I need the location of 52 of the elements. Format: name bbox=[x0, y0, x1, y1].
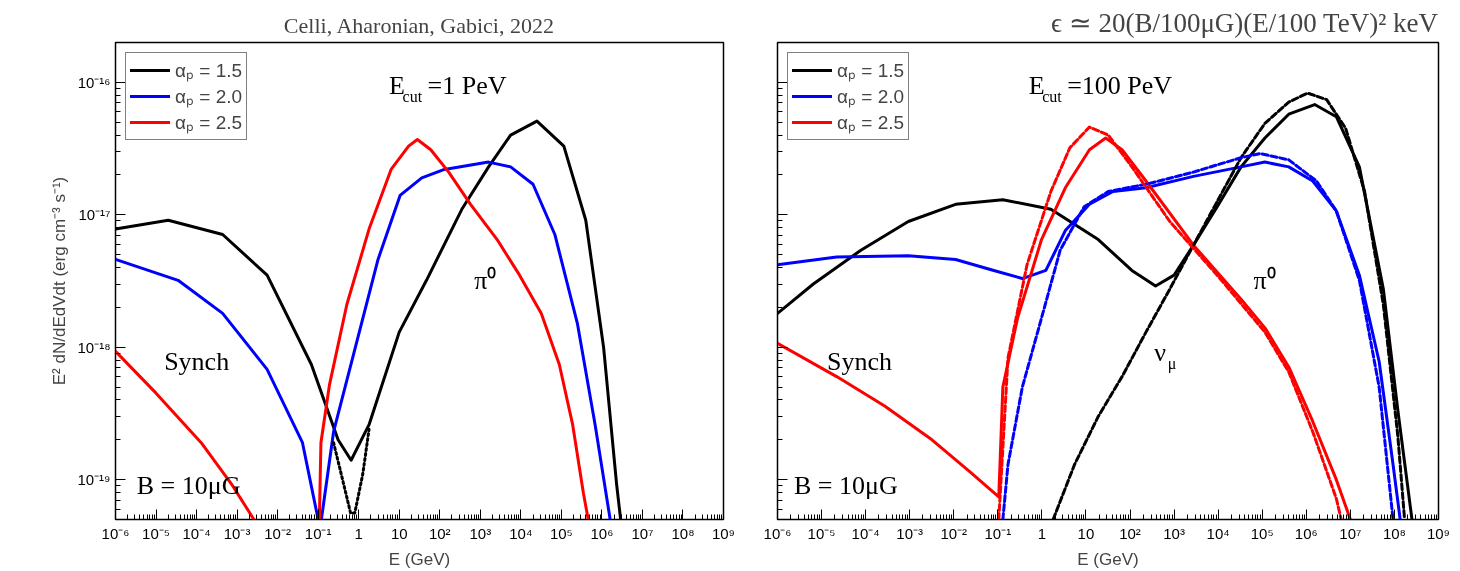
annotation: B = 10μG bbox=[794, 471, 898, 501]
x-tick-label: 10⁻¹ bbox=[984, 524, 1012, 542]
x-tick-label: 10 bbox=[1077, 524, 1095, 542]
chart-title: ϵ ≃ 20(B/100μG)(E/100 TeV)² keV bbox=[1050, 7, 1439, 38]
x-tick-label: 10⁸ bbox=[1382, 524, 1406, 542]
x-tick-label: 10⁴ bbox=[509, 524, 533, 542]
y-tick-label: 10⁻¹⁸ bbox=[77, 338, 111, 356]
annotation: π⁰ bbox=[1253, 266, 1276, 296]
x-tick-label: 10⁻⁵ bbox=[807, 524, 836, 542]
legend-label: αₚ = 2.5 bbox=[837, 111, 905, 135]
legend-label: αₚ = 2.0 bbox=[837, 85, 905, 109]
x-tick-label: 10⁻¹ bbox=[304, 524, 332, 542]
x-tick-label: 10⁻² bbox=[940, 524, 968, 542]
y-axis-title: E² dN/dEdVdt (erg cm⁻³ s⁻¹) bbox=[50, 176, 70, 386]
x-axis-title: E (GeV) bbox=[1077, 549, 1139, 569]
annotation: Synch bbox=[827, 347, 893, 377]
x-tick-label: 10 bbox=[390, 524, 408, 542]
x-tick-label: 10⁶ bbox=[590, 524, 614, 542]
x-tick-label: 10⁻⁴ bbox=[851, 524, 880, 542]
x-tick-label: 10⁵ bbox=[549, 524, 573, 542]
y-tick-label: 10⁻¹⁷ bbox=[78, 206, 111, 224]
legend-label: αₚ = 1.5 bbox=[175, 59, 243, 83]
chart-title: Celli, Aharonian, Gabici, 2022 bbox=[283, 12, 554, 38]
x-tick-label: 10⁻⁴ bbox=[182, 524, 211, 542]
x-tick-label: 10⁸ bbox=[671, 524, 695, 542]
annotation: π⁰ bbox=[474, 266, 497, 296]
annotation: Synch bbox=[164, 347, 230, 377]
x-tick-label: 10⁹ bbox=[1426, 524, 1451, 542]
x-tick-label: 10⁵ bbox=[1250, 524, 1274, 542]
x-tick-label: 10³ bbox=[1163, 524, 1185, 542]
x-tick-label: 10⁻³ bbox=[223, 524, 251, 542]
x-tick-label: 1 bbox=[1037, 524, 1047, 542]
x-tick-label: 10⁻³ bbox=[896, 524, 924, 542]
y-tick-label: 10⁻¹⁹ bbox=[77, 471, 111, 489]
x-tick-label: 10⁻⁶ bbox=[763, 524, 792, 542]
x-tick-label: 10⁷ bbox=[631, 524, 654, 542]
x-tick-label: 10⁻⁶ bbox=[101, 524, 130, 542]
x-tick-label: 10² bbox=[1119, 524, 1141, 542]
x-tick-label: 10⁷ bbox=[1339, 524, 1362, 542]
legend-label: αₚ = 2.0 bbox=[175, 85, 243, 109]
x-tick-label: 10⁹ bbox=[711, 524, 736, 542]
x-tick-label: 10³ bbox=[469, 524, 492, 542]
x-axis-title: E (GeV) bbox=[388, 549, 451, 569]
y-tick-label: 10⁻¹⁶ bbox=[77, 73, 111, 91]
x-tick-label: 1 bbox=[354, 524, 363, 542]
x-tick-label: 10⁻² bbox=[264, 524, 291, 542]
legend-label: αₚ = 2.5 bbox=[175, 111, 243, 135]
legend-label: αₚ = 1.5 bbox=[837, 59, 905, 83]
x-tick-label: 10⁻⁵ bbox=[142, 524, 170, 542]
x-tick-label: 10² bbox=[428, 524, 451, 542]
x-tick-label: 10⁶ bbox=[1294, 524, 1318, 542]
x-tick-label: 10⁴ bbox=[1206, 524, 1230, 542]
